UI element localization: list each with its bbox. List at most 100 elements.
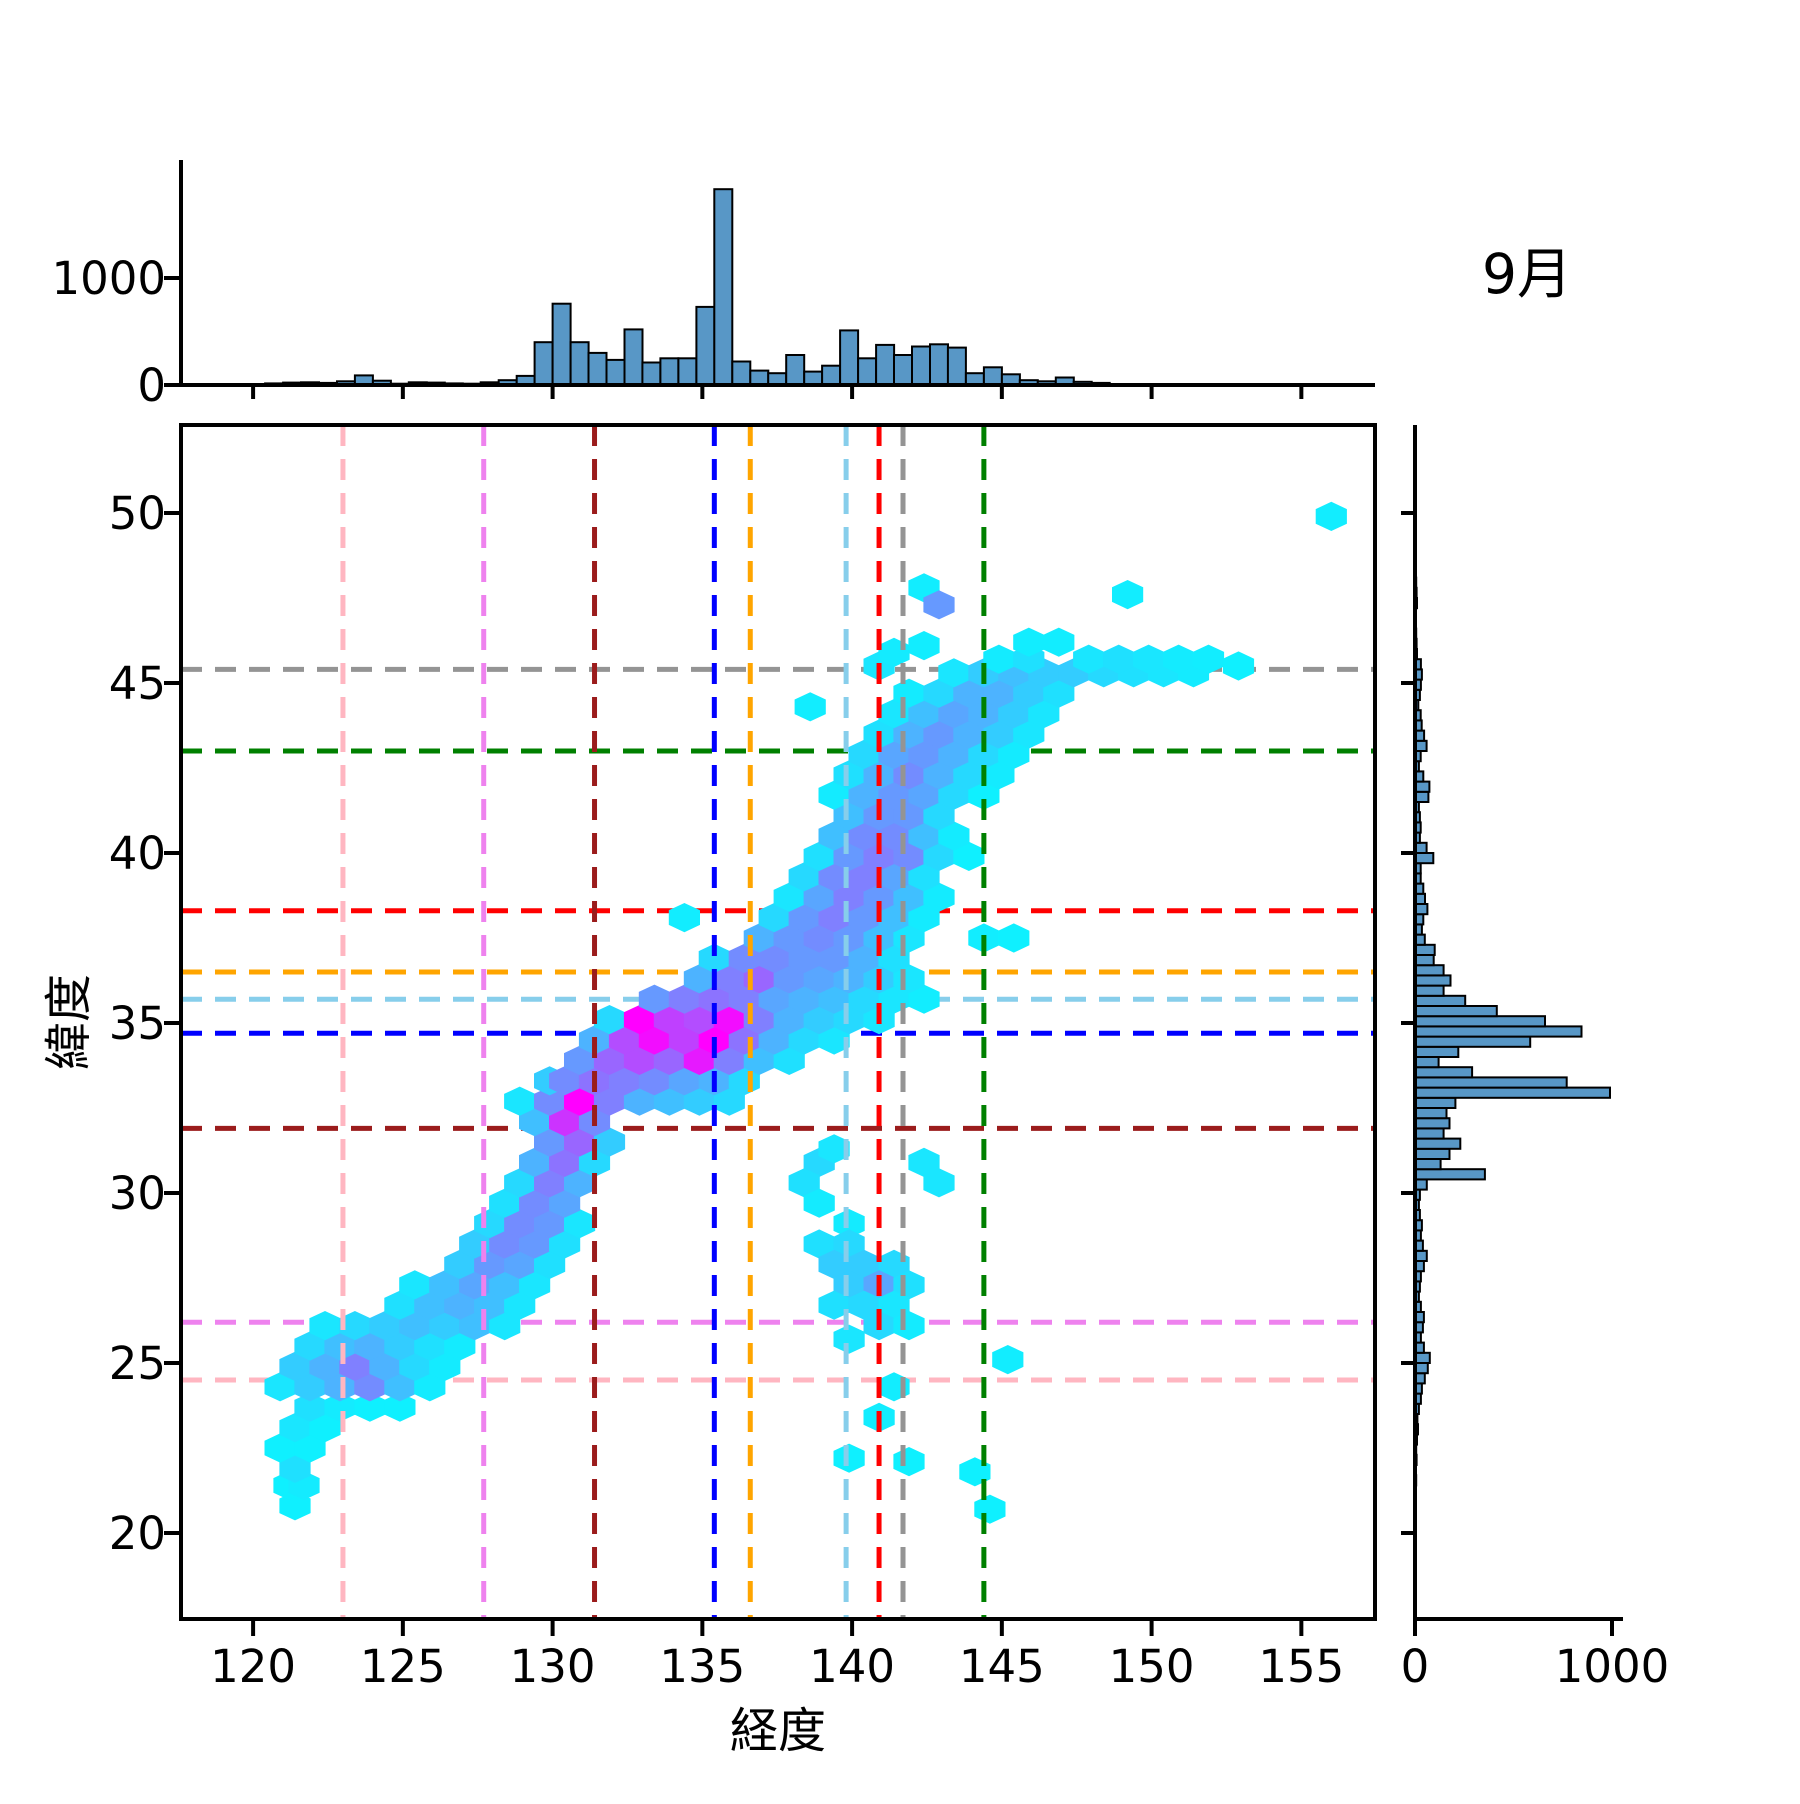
hex-cell <box>818 903 850 933</box>
hex-cell <box>818 821 850 851</box>
hex-cell <box>953 760 985 790</box>
hex-cell <box>908 984 940 1014</box>
y-tick-label: 25 <box>109 1337 166 1390</box>
hex-cell <box>354 1331 386 1361</box>
right-hist-bar <box>1414 1086 1611 1099</box>
hex-cell <box>384 1331 416 1361</box>
top-hist-bar <box>587 351 608 386</box>
hex-cell <box>429 1311 461 1341</box>
hex-cell <box>294 1392 326 1422</box>
hex-cell <box>698 943 730 973</box>
hex-cell <box>938 739 970 769</box>
y-tick-label: 35 <box>109 997 166 1050</box>
hex-cell <box>974 1494 1006 1524</box>
hex-cell <box>309 1351 341 1381</box>
hex-cell <box>1028 699 1060 729</box>
hex-cell <box>833 882 865 912</box>
hex-cell <box>833 1229 865 1259</box>
hex-cell <box>998 739 1030 769</box>
hex-cell <box>324 1331 356 1361</box>
axes-spines-and-ticks <box>164 160 1623 1636</box>
y-tick-label: 45 <box>109 657 166 710</box>
hex-cell <box>324 1392 356 1422</box>
hex-cell <box>893 1447 925 1477</box>
hex-cell <box>908 699 940 729</box>
hex-cell <box>848 984 880 1014</box>
right-hist-bar <box>1414 1035 1532 1048</box>
hex-cell <box>683 1045 715 1075</box>
hex-cell <box>803 841 835 871</box>
hex-cell <box>593 1005 626 1035</box>
hex-cell <box>938 780 970 810</box>
hex-cell <box>668 903 700 933</box>
hex-cell <box>908 780 940 810</box>
hex-cell <box>803 1188 835 1218</box>
hex-cell <box>758 984 790 1014</box>
right-hist-bar <box>1414 984 1445 997</box>
hex-cell <box>399 1351 431 1381</box>
right-hist-bar <box>1414 1056 1440 1069</box>
hex-cell <box>833 1443 865 1473</box>
top-hist-y-tick-label: 1000 <box>51 252 166 305</box>
hex-cell <box>593 1045 626 1075</box>
hex-cell <box>818 1025 850 1055</box>
right-hist-bar <box>1414 974 1452 987</box>
right-hist-bar <box>1414 790 1430 803</box>
hex-cell <box>818 1134 850 1164</box>
right-hist-bar <box>1414 780 1431 793</box>
hex-cell <box>863 882 895 912</box>
right-hist-bar <box>1414 1015 1546 1028</box>
x-tick-label: 125 <box>360 1640 446 1693</box>
right-hist-bar <box>1414 1025 1583 1038</box>
hex-cell <box>683 1005 715 1035</box>
hex-cell <box>758 943 790 973</box>
hex-cell <box>803 923 835 953</box>
hex-cell <box>992 1345 1024 1375</box>
hex-cell <box>923 882 955 912</box>
hex-cell <box>504 1290 536 1320</box>
hex-cell <box>908 903 940 933</box>
hex-cell <box>938 699 970 729</box>
top-hist-bar <box>857 357 878 387</box>
hex-cell <box>788 862 820 892</box>
top-hist-bar <box>731 360 752 386</box>
right-hist-x-tick-label: 1000 <box>1555 1640 1670 1693</box>
right-hist-bar <box>1414 1137 1462 1150</box>
hex-cell <box>399 1270 431 1300</box>
hex-cell <box>1043 627 1075 657</box>
y-tick-label: 50 <box>109 487 166 540</box>
hex-cell <box>773 964 805 994</box>
hex-cell <box>534 1127 566 1157</box>
x-tick-label: 135 <box>659 1640 745 1693</box>
right-hist-bar <box>1414 1045 1460 1059</box>
hex-cell <box>923 719 955 749</box>
hex-cell <box>833 1209 865 1239</box>
hex-cell <box>833 1324 865 1354</box>
hex-cell <box>848 1249 880 1279</box>
hexbin-layer <box>264 501 1347 1524</box>
hex-cell <box>519 1270 551 1300</box>
hex-cell <box>833 841 865 871</box>
hex-cell <box>953 719 985 749</box>
hex-cell <box>354 1372 386 1402</box>
hex-cell <box>818 862 850 892</box>
hex-cell <box>294 1433 326 1463</box>
hex-cell <box>908 862 940 892</box>
hex-cell <box>1013 719 1045 749</box>
hex-cell <box>1133 644 1165 674</box>
hex-cell <box>339 1351 371 1381</box>
hex-cell <box>309 1413 341 1443</box>
hex-cell <box>1112 580 1144 610</box>
hex-cell <box>534 1209 566 1239</box>
hex-cell <box>848 943 880 973</box>
reference-lines-vertical <box>340 425 987 1619</box>
plot-title: 9月 <box>1482 242 1572 306</box>
hex-cell <box>489 1229 521 1259</box>
right-hist-bar <box>1414 1168 1486 1181</box>
hex-cell <box>818 1249 850 1279</box>
hex-cell <box>534 1249 566 1279</box>
y-axis-label: 緯度 <box>41 974 97 1070</box>
top-hist-bar <box>605 358 626 386</box>
hex-cell <box>354 1392 386 1422</box>
hex-cell <box>564 1045 596 1075</box>
